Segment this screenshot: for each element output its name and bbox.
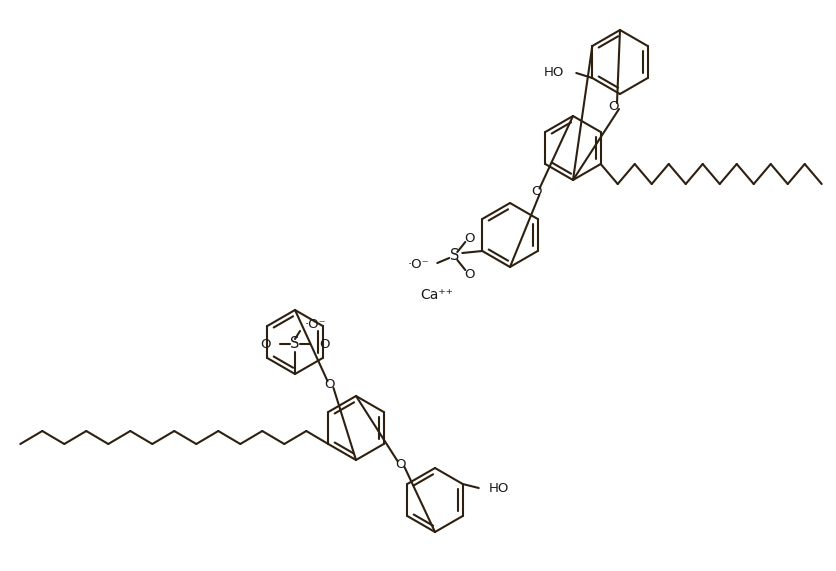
Text: O: O xyxy=(463,231,474,244)
Text: O: O xyxy=(463,267,474,280)
Text: O: O xyxy=(531,185,541,198)
Text: HO: HO xyxy=(543,66,563,79)
Text: ·O⁻: ·O⁻ xyxy=(304,317,326,331)
Text: ·O⁻: ·O⁻ xyxy=(407,258,429,271)
Text: O: O xyxy=(395,457,405,471)
Text: HO: HO xyxy=(488,481,508,494)
Text: S: S xyxy=(290,336,299,352)
Text: O: O xyxy=(608,99,619,112)
Text: O: O xyxy=(260,337,271,351)
Text: O: O xyxy=(324,379,334,392)
Text: O: O xyxy=(319,337,329,351)
Text: Ca⁺⁺: Ca⁺⁺ xyxy=(420,288,452,302)
Text: S: S xyxy=(449,248,458,263)
